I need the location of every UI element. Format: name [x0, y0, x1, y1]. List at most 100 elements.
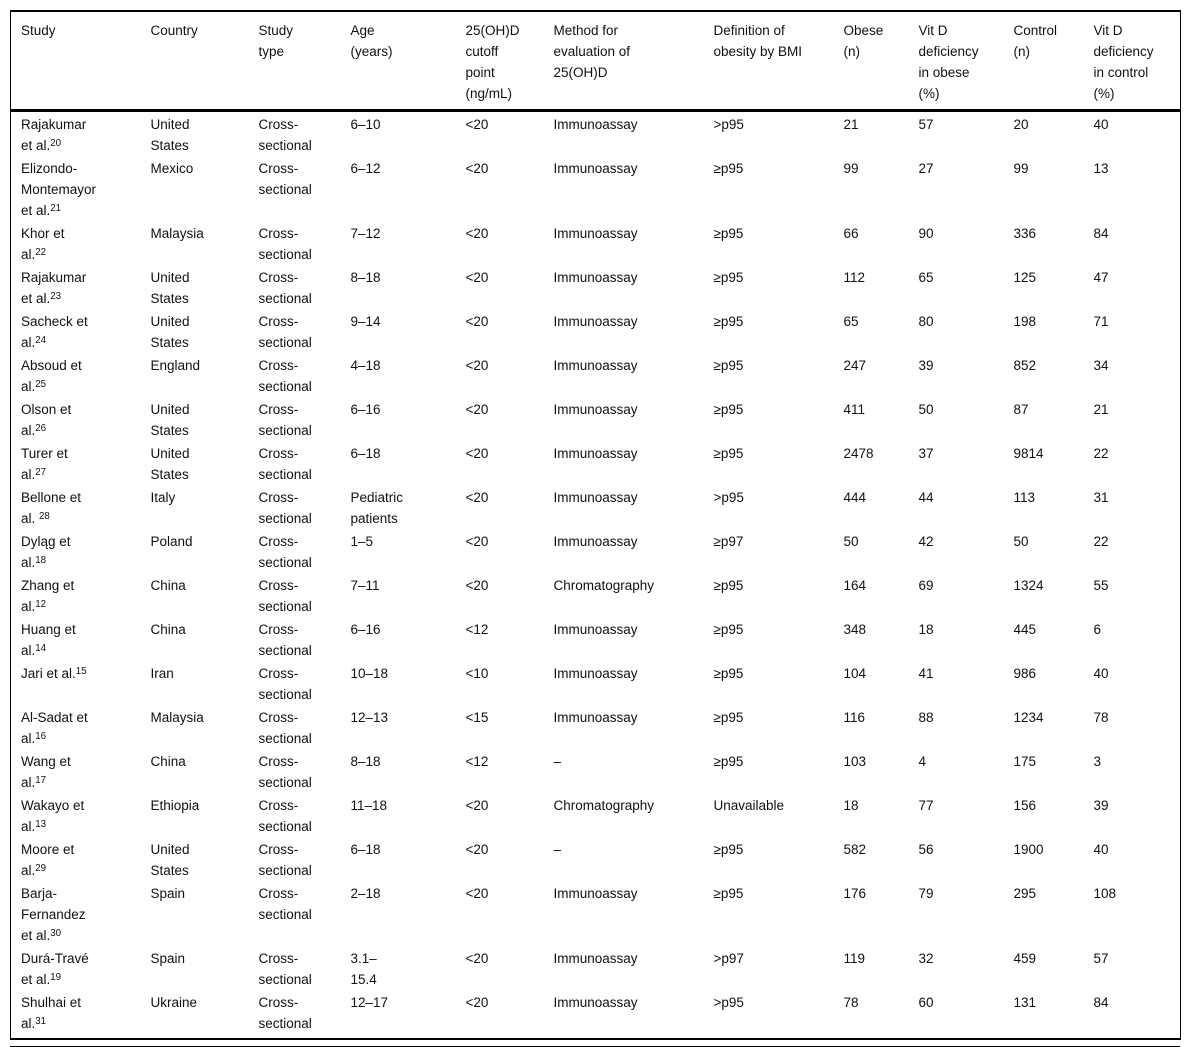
obese_n-cell: 103 — [843, 754, 867, 769]
cutoff-cell: <20 — [465, 886, 489, 901]
vitd_control_pct-cell: 21 — [1093, 402, 1109, 417]
table-row: Sacheck et al.24 United States Cross-secti… — [11, 309, 1181, 353]
age-cell: 6–18 — [350, 842, 381, 857]
study-cell: Wakayo et al.13 — [21, 798, 85, 834]
age-cell: 7–12 — [350, 226, 381, 241]
column-header-study: Study — [21, 23, 56, 38]
vitd_control_pct-cell: 39 — [1093, 798, 1109, 813]
definition-cell: ≥p95 — [713, 314, 744, 329]
study_type-cell: Cross-sectional — [258, 402, 312, 438]
column-header-study_type: Study type — [258, 23, 294, 59]
definition-cell: >p95 — [713, 995, 744, 1010]
study-cell: Moore et al.29 — [21, 842, 75, 878]
vitd_control_pct-cell: 40 — [1093, 842, 1109, 857]
table-row: Durá-Travé et al.19 Spain Cross-sectional 3… — [11, 946, 1181, 990]
country-cell: Malaysia — [150, 710, 204, 725]
study-cell: Jari et al.15 — [21, 665, 87, 681]
control_n-cell: 459 — [1013, 951, 1037, 966]
table-row: Al-Sadat et al.16 Malaysia Cross-sectional… — [11, 705, 1181, 749]
obese_n-cell: 348 — [843, 622, 867, 637]
definition-cell: ≥p95 — [713, 754, 744, 769]
method-cell: Immunoassay — [553, 226, 638, 241]
study_type-cell: Cross-sectional — [258, 754, 312, 790]
vitd_control_pct-cell: 84 — [1093, 995, 1109, 1010]
vitd_obese_pct-cell: 18 — [918, 622, 934, 637]
vitd_control_pct-cell: 55 — [1093, 578, 1109, 593]
reference-superscript: 17 — [35, 774, 47, 786]
table-row: Bellone et al. 28 Italy Cross-sectional Ped… — [11, 485, 1181, 529]
reference-superscript: 31 — [35, 1015, 47, 1027]
study_type-cell: Cross-sectional — [258, 358, 312, 394]
reference-superscript: 15 — [75, 665, 87, 677]
country-cell: Poland — [150, 534, 193, 549]
country-cell: China — [150, 578, 186, 593]
reference-superscript: 20 — [50, 137, 62, 149]
control_n-cell: 87 — [1013, 402, 1029, 417]
method-cell: Immunoassay — [553, 117, 638, 132]
country-cell: China — [150, 754, 186, 769]
study-cell: Huang et al.14 — [21, 622, 76, 658]
reference-superscript: 24 — [35, 334, 47, 346]
table-row: Jari et al.15 Iran Cross-sectional 10–18 <10… — [11, 661, 1181, 705]
study_type-cell: Cross-sectional — [258, 490, 312, 526]
vitd_control_pct-cell: 3 — [1093, 754, 1102, 769]
vitd_obese_pct-cell: 90 — [918, 226, 934, 241]
country-cell: Ukraine — [150, 995, 198, 1010]
reference-superscript: 26 — [35, 422, 47, 434]
age-cell: 10–18 — [350, 666, 389, 681]
age-cell: 6–16 — [350, 622, 381, 637]
column-header-definition: Definition of obesity by BMI — [713, 23, 803, 59]
study_type-cell: Cross-sectional — [258, 270, 312, 306]
vitd_control_pct-cell: 47 — [1093, 270, 1109, 285]
vitd_obese_pct-cell: 41 — [918, 666, 934, 681]
vitd_obese_pct-cell: 32 — [918, 951, 934, 966]
study-cell: Olson et al.26 — [21, 402, 72, 438]
table-row: Huang et al.14 China Cross-sectional 6–16 <1… — [11, 617, 1181, 661]
study_type-cell: Cross-sectional — [258, 951, 312, 987]
vitd_obese_pct-cell: 65 — [918, 270, 934, 285]
cutoff-cell: <20 — [465, 842, 489, 857]
method-cell: Immunoassay — [553, 314, 638, 329]
definition-cell: ≥p95 — [713, 161, 744, 176]
country-cell: Malaysia — [150, 226, 204, 241]
obese_n-cell: 444 — [843, 490, 867, 505]
control_n-cell: 1234 — [1013, 710, 1044, 725]
definition-cell: ≥p95 — [713, 358, 744, 373]
method-cell: Immunoassay — [553, 358, 638, 373]
table-row: Rajakumar et al.20 United States Cross-sec… — [11, 111, 1181, 157]
table-row: Moore et al.29 United States Cross-section… — [11, 837, 1181, 881]
control_n-cell: 986 — [1013, 666, 1037, 681]
study_type-cell: Cross-sectional — [258, 578, 312, 614]
control_n-cell: 175 — [1013, 754, 1037, 769]
definition-cell: ≥p95 — [713, 402, 744, 417]
study-cell: Al-Sadat et al.16 — [21, 710, 88, 746]
obese_n-cell: 2478 — [843, 446, 874, 461]
country-cell: England — [150, 358, 201, 373]
study_type-cell: Cross-sectional — [258, 161, 312, 197]
column-header-age: Age (years) — [350, 23, 393, 59]
obese_n-cell: 21 — [843, 117, 859, 132]
age-cell: 2–18 — [350, 886, 381, 901]
reference-superscript: 16 — [35, 730, 47, 742]
cutoff-cell: <20 — [465, 161, 489, 176]
reference-superscript: 30 — [50, 927, 62, 939]
obese_n-cell: 582 — [843, 842, 867, 857]
vitd_control_pct-cell: 108 — [1093, 886, 1117, 901]
study-cell: Absoud et al.25 — [21, 358, 82, 394]
vitd_control_pct-cell: 13 — [1093, 161, 1109, 176]
definition-cell: ≥p95 — [713, 666, 744, 681]
control_n-cell: 1900 — [1013, 842, 1044, 857]
method-cell: Immunoassay — [553, 446, 638, 461]
study-cell: Wang et al.17 — [21, 754, 71, 790]
column-header-vitd_obese_pct: Vit D deficiency in obese (%) — [918, 23, 979, 101]
vitd_obese_pct-cell: 60 — [918, 995, 934, 1010]
method-cell: Immunoassay — [553, 270, 638, 285]
cutoff-cell: <20 — [465, 314, 489, 329]
country-cell: Ethiopia — [150, 798, 200, 813]
obese_n-cell: 50 — [843, 534, 859, 549]
study_type-cell: Cross-sectional — [258, 622, 312, 658]
method-cell: – — [553, 754, 562, 769]
control_n-cell: 1324 — [1013, 578, 1044, 593]
table-body: Rajakumar et al.20 United States Cross-sec… — [11, 111, 1181, 1040]
vitd_obese_pct-cell: 42 — [918, 534, 934, 549]
